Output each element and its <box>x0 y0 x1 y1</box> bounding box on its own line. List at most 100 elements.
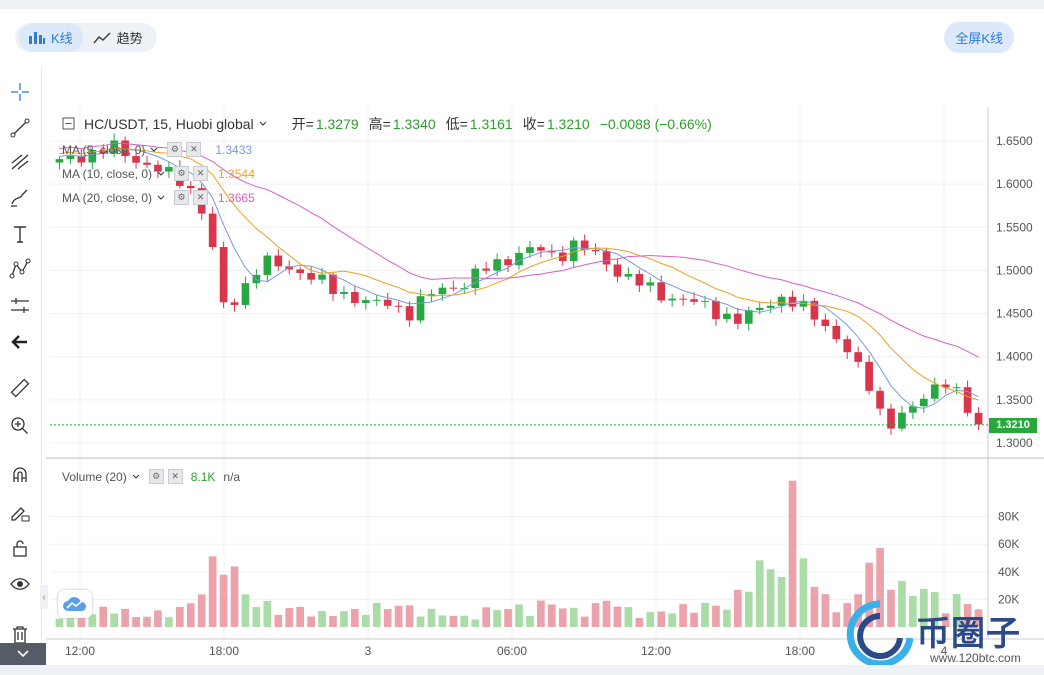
candle-body <box>744 310 753 324</box>
volume-bar <box>416 616 425 627</box>
back-arrow-icon[interactable] <box>5 327 35 357</box>
volume-bar <box>635 617 644 627</box>
close-icon[interactable]: ✕ <box>167 469 183 484</box>
ma10-line <box>59 147 979 401</box>
text-icon[interactable] <box>5 219 35 249</box>
volume-bar <box>121 608 129 627</box>
tradingview-logo[interactable] <box>58 590 92 618</box>
x-tick-label: 06:00 <box>497 644 527 658</box>
volume-bar <box>963 604 972 627</box>
candle-body <box>777 296 786 306</box>
settings-icon[interactable]: ⚙ <box>167 142 183 157</box>
unlock-icon[interactable] <box>5 533 35 563</box>
candle-body <box>241 283 250 305</box>
fullscreen-kline-button[interactable]: 全屏K线 <box>944 22 1014 53</box>
candle-body <box>482 268 491 271</box>
volume-bar <box>919 588 928 627</box>
chevron-down-icon[interactable] <box>258 119 268 129</box>
volume-bar <box>99 606 108 627</box>
chevron-down-icon[interactable] <box>156 193 166 203</box>
candle-body <box>263 255 272 275</box>
volume-tick-label: 20K <box>998 592 1019 606</box>
candle-body <box>635 273 644 286</box>
collapse-toolbar-button[interactable] <box>0 643 46 665</box>
volume-bar <box>930 592 939 627</box>
candle-body <box>340 291 348 295</box>
candle-body <box>296 269 305 274</box>
volume-bar <box>646 612 655 627</box>
volume-label: Volume (20) <box>62 469 127 484</box>
measure-icon[interactable] <box>5 291 35 321</box>
pattern-icon[interactable] <box>5 254 35 284</box>
chevron-down-icon[interactable] <box>156 169 166 179</box>
volume-bar <box>766 569 775 627</box>
candle-body <box>274 255 283 267</box>
candle-body <box>679 298 687 300</box>
volume-bar <box>449 615 458 627</box>
brush-icon[interactable] <box>5 183 35 213</box>
close-icon[interactable]: ✕ <box>193 190 209 205</box>
crosshair-icon[interactable] <box>5 77 35 107</box>
magnet-icon[interactable] <box>5 460 35 490</box>
x-tick-label: 3 <box>365 644 372 658</box>
volume-bar <box>602 600 611 627</box>
chevron-down-icon[interactable] <box>131 472 141 482</box>
volume-bar <box>952 594 961 627</box>
y-tick-label: 1.5000 <box>996 263 1033 277</box>
ruler-icon[interactable] <box>5 373 35 403</box>
chevron-down-icon[interactable] <box>149 145 159 155</box>
candle-body <box>143 162 151 165</box>
settings-icon[interactable]: ⚙ <box>174 190 190 205</box>
volume-bar <box>143 616 151 627</box>
volume-bar <box>690 612 698 627</box>
candle-body <box>372 299 381 301</box>
x-tick-label: 12:00 <box>641 644 671 658</box>
volume-bar <box>712 605 720 627</box>
change-value: −0.0088 (−0.66%) <box>599 116 712 132</box>
eye-icon[interactable] <box>5 569 35 599</box>
volume-bar <box>777 576 786 627</box>
candle-body <box>832 326 841 340</box>
settings-icon[interactable]: ⚙ <box>148 469 164 484</box>
candle-body <box>307 273 315 280</box>
volume-bar <box>909 595 917 627</box>
candlestick-chart[interactable]: 1.6500 1.6000 1.5500 1.5000 1.4500 1.4000 1.35… <box>46 67 1044 665</box>
ma10-label: MA (10, close, 0) <box>62 166 153 181</box>
volume-bar <box>154 610 162 627</box>
zoom-in-icon[interactable] <box>5 411 35 441</box>
volume-bar <box>788 480 797 627</box>
collapse-legend-icon[interactable] <box>62 117 76 131</box>
settings-icon[interactable]: ⚙ <box>174 166 190 181</box>
volume-bar <box>208 556 217 627</box>
tab-kline[interactable]: K线 <box>19 23 83 52</box>
close-icon[interactable]: ✕ <box>186 142 202 157</box>
candle-body <box>854 352 863 362</box>
trend-line-tool-icon[interactable] <box>5 113 35 143</box>
lock-pencil-icon[interactable] <box>5 497 35 527</box>
y-tick-label: 1.5500 <box>996 220 1033 234</box>
volume-bar <box>865 562 873 627</box>
watermark-name: 币圈子 <box>916 615 1021 653</box>
close-icon[interactable]: ✕ <box>193 166 209 181</box>
scroll-left-button[interactable]: ‹ <box>40 585 48 609</box>
candle-body <box>963 387 972 413</box>
symbol-title: HC/USDT, 15, Huobi global <box>84 116 254 132</box>
y-tick-label: 1.3500 <box>996 393 1033 407</box>
volume-bar <box>482 607 491 627</box>
tab-kline-label: K线 <box>51 31 73 46</box>
volume-bar <box>493 610 501 627</box>
candle-body <box>88 149 97 163</box>
chart-area[interactable]: 1.6500 1.6000 1.5500 1.5000 1.4500 1.4000 1.35… <box>46 67 1044 665</box>
candle-body <box>110 140 119 154</box>
volume-bar <box>307 616 315 627</box>
ma20-value: 1.3665 <box>218 190 255 205</box>
candle-body <box>55 159 64 163</box>
candle-body <box>952 387 961 389</box>
tab-trend[interactable]: 趋势 <box>83 23 153 52</box>
fib-tool-icon[interactable] <box>5 147 35 177</box>
watermark-swirl-icon <box>846 600 914 668</box>
volume-bar <box>657 611 666 627</box>
candle-body <box>930 384 939 399</box>
candle-body <box>810 300 819 320</box>
candle-body <box>876 390 884 409</box>
